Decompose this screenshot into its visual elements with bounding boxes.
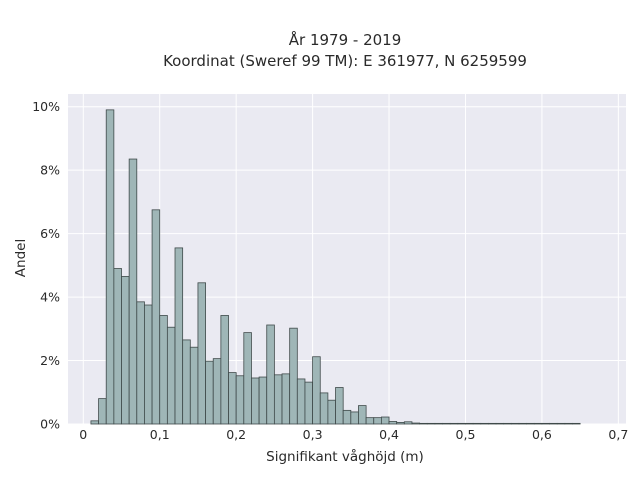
histogram-bar <box>235 375 245 425</box>
histogram-bar <box>403 421 413 425</box>
histogram-bar <box>365 417 375 425</box>
histogram-bar <box>128 158 138 425</box>
histogram-bar <box>319 392 329 425</box>
histogram-bar <box>327 399 336 425</box>
histogram-bar <box>503 422 512 425</box>
histogram-bar <box>289 327 298 425</box>
histogram-bar <box>533 422 543 425</box>
histogram-bar <box>495 422 505 425</box>
histogram-bar <box>350 411 359 425</box>
histogram-bar <box>136 301 145 425</box>
histogram-bar <box>144 304 153 425</box>
histogram-bar <box>105 109 115 425</box>
histogram-bar <box>480 422 489 425</box>
histogram-bar <box>518 422 528 425</box>
histogram-bar <box>411 422 421 425</box>
y-tick-label: 2% <box>40 353 60 368</box>
histogram-bar <box>510 422 520 425</box>
histogram-bar <box>212 358 222 425</box>
y-tick-label: 4% <box>40 290 60 305</box>
histogram-bar <box>273 374 283 425</box>
histogram-bar <box>526 422 535 425</box>
y-tick-label: 6% <box>40 226 60 241</box>
x-tick-label: 0,4 <box>379 427 399 442</box>
histogram-bar <box>205 360 214 425</box>
histogram-bar <box>342 409 352 425</box>
histogram-bar <box>457 422 466 425</box>
histogram-bar <box>121 276 130 425</box>
histogram-bar <box>304 381 314 425</box>
histogram-bar <box>312 356 321 425</box>
histogram-bar <box>228 372 237 425</box>
histogram-bar <box>488 422 497 425</box>
histogram-bar <box>373 417 382 425</box>
x-axis-label: Signifikant våghöjd (m) <box>266 448 424 465</box>
histogram-bar <box>151 209 161 425</box>
histogram-bar <box>243 332 252 425</box>
histogram-bar <box>189 346 199 425</box>
bars <box>90 109 581 425</box>
histogram-bar <box>396 422 405 425</box>
chart-subtitle: Koordinat (Sweref 99 TM): E 361977, N 62… <box>163 52 527 70</box>
x-tick-label: 0,5 <box>456 427 476 442</box>
histogram-bar <box>564 422 573 425</box>
histogram-bar <box>472 422 482 425</box>
histogram-bar <box>419 422 428 425</box>
histogram-bar <box>335 387 344 425</box>
chart-title: År 1979 - 2019 <box>289 30 402 49</box>
histogram-bar <box>449 422 459 425</box>
histogram-bar <box>113 268 122 425</box>
histogram-bar <box>197 282 206 425</box>
y-tick-label: 0% <box>40 417 60 432</box>
histogram-bar <box>296 378 306 425</box>
histogram-bar <box>98 398 107 425</box>
histogram-bar <box>281 373 291 425</box>
histogram-bar <box>159 315 168 425</box>
x-tick-label: 0,1 <box>150 427 170 442</box>
histogram-bar <box>426 422 436 425</box>
histogram-bar <box>266 324 275 425</box>
histogram-bar <box>442 422 451 425</box>
histogram-bar <box>358 405 367 425</box>
tick-labels: 0 0,1 0,2 0,3 0,4 0,5 0,6 0,7 0% 2% 4% 6% 8% 10% <box>32 99 628 442</box>
histogram-bar <box>220 315 229 425</box>
y-axis-label: Andel <box>13 239 29 277</box>
y-tick-label: 10% <box>32 99 60 114</box>
histogram-bar <box>258 376 268 425</box>
histogram-bar <box>174 247 184 425</box>
histogram-bar <box>380 416 390 425</box>
x-tick-label: 0,2 <box>226 427 246 442</box>
histogram-bar <box>434 422 443 425</box>
histogram-bar <box>572 422 581 425</box>
histogram-bar <box>251 377 260 425</box>
histogram-bar <box>541 422 550 425</box>
y-tick-label: 8% <box>40 163 60 178</box>
histogram-bar <box>549 422 558 425</box>
histogram-bar <box>556 422 566 425</box>
x-tick-label: 0,3 <box>303 427 323 442</box>
histogram-bar <box>90 420 99 425</box>
histogram-bar <box>465 422 474 425</box>
histogram-bar <box>182 339 191 425</box>
x-tick-label: 0,7 <box>608 427 628 442</box>
x-tick-label: 0 <box>79 427 87 442</box>
x-tick-label: 0,6 <box>532 427 552 442</box>
histogram-bar <box>166 326 176 425</box>
histogram-bar <box>388 421 398 425</box>
